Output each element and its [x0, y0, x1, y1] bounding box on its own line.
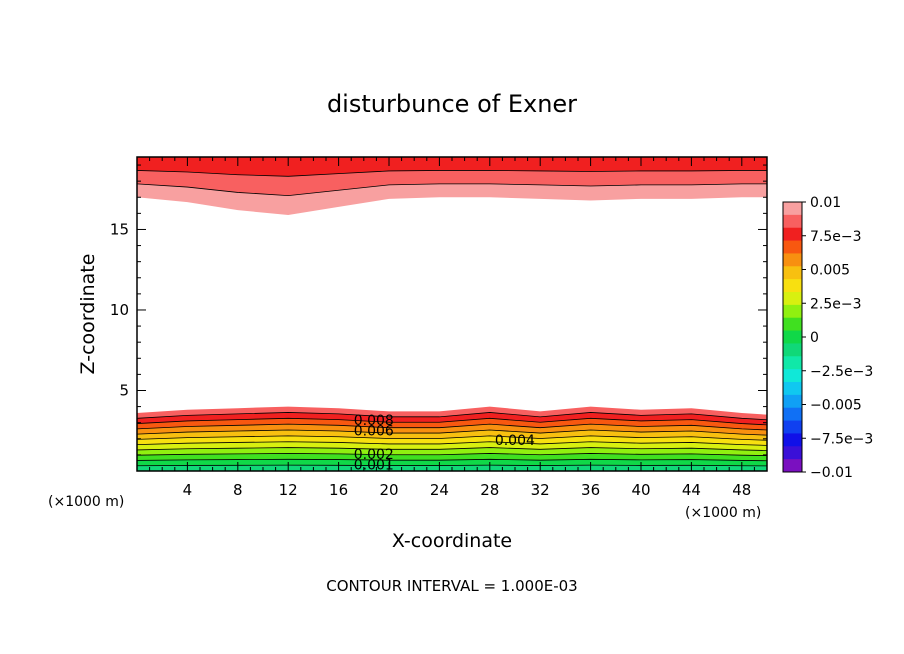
colorbar-segment — [783, 394, 802, 409]
x-tick-label: 8 — [233, 481, 243, 499]
colorbar-segment — [783, 304, 802, 319]
colorbar-segment — [783, 253, 802, 267]
bottom-band — [137, 441, 767, 451]
colorbar-segment — [783, 279, 802, 293]
colorbar-tick-label: 0.01 — [810, 195, 841, 211]
bottom-band — [137, 453, 767, 461]
x-axis-ticks: 4 8 12 16 20 24 28 32 36 40 44 48 — [149, 157, 755, 499]
colorbar-tick-label: −7.5e−3 — [810, 431, 873, 447]
top-band — [137, 157, 767, 177]
bottom-contour-line — [136, 464, 768, 467]
y-tick-label: 5 — [119, 381, 129, 399]
colorbar-segment — [783, 214, 802, 229]
bottom-contour-line — [136, 429, 768, 436]
colorbar-segment — [783, 407, 802, 422]
bottom-contour-line — [136, 458, 768, 462]
x-tick-label: 4 — [183, 481, 193, 499]
colorbar-segment — [783, 292, 802, 306]
chart-title: disturbunce of Exner — [327, 90, 577, 118]
contour-label: 0.006 — [354, 424, 394, 440]
colorbar-segment — [783, 420, 802, 434]
x-tick-label: 32 — [531, 481, 550, 499]
contour-label: 0.004 — [495, 433, 535, 449]
colorbar-segment — [783, 266, 802, 280]
colorbar-segment — [783, 433, 802, 447]
colorbar-tick-label: 0 — [810, 330, 819, 346]
bottom-contour-line — [136, 417, 768, 426]
x-tick-label: 24 — [430, 481, 449, 499]
y-tick-label: 15 — [110, 220, 129, 238]
x-tick-label: 36 — [581, 481, 600, 499]
colorbar-segment — [783, 382, 802, 396]
bottom-contour-line — [136, 412, 768, 421]
colorbar-tick-label: −0.005 — [810, 398, 862, 414]
bottom-band — [137, 435, 767, 446]
colorbar-tick-label: 7.5e−3 — [810, 229, 862, 245]
x-tick-label: 40 — [631, 481, 650, 499]
top-contour-line — [136, 170, 767, 177]
x-tick-label: 28 — [480, 481, 499, 499]
x-tick-label: 12 — [279, 481, 298, 499]
bottom-band — [137, 424, 767, 436]
x-axis-label: X-coordinate — [392, 530, 512, 552]
contour-label: 0.008 — [354, 413, 394, 429]
bottom-contour-line — [136, 447, 768, 451]
y-axis-label: Z-coordinate — [77, 254, 99, 375]
contour-interval-footer: CONTOUR INTERVAL = 1.000E-03 — [326, 577, 577, 595]
bottom-band — [137, 418, 767, 431]
colorbar-segment — [783, 459, 802, 473]
colorbar-tick-label: 2.5e−3 — [810, 296, 862, 312]
x-tick-label: 16 — [329, 481, 348, 499]
colorbar-segment — [783, 446, 802, 460]
colorbar — [782, 201, 803, 473]
top-band — [137, 170, 767, 196]
colorbar-segment — [783, 330, 802, 344]
contour-label: 0.002 — [354, 447, 394, 463]
bottom-contour-line — [136, 435, 768, 441]
colorbar-segment — [783, 356, 802, 370]
colorbar-tick-label: −0.01 — [810, 465, 853, 481]
top-contour-line — [136, 183, 767, 197]
top-band — [137, 183, 767, 215]
colorbar-segment — [783, 202, 802, 216]
x-unit-left: (×1000 m) — [48, 494, 124, 510]
y-tick-label: 10 — [110, 301, 129, 319]
x-tick-label: 20 — [379, 481, 398, 499]
bottom-band — [137, 430, 767, 441]
x-tick-label: 48 — [732, 481, 751, 499]
x-tick-label: 44 — [682, 481, 701, 499]
y-axis-ticks: 5 10 15 — [110, 164, 767, 456]
bottom-contour-line — [136, 423, 768, 431]
bottom-contour-line — [136, 441, 768, 446]
bottom-band — [137, 459, 767, 466]
colorbar-segment — [783, 240, 802, 254]
colorbar-segment — [783, 369, 802, 383]
bottom-band — [137, 406, 767, 420]
colorbar-segment — [783, 227, 802, 242]
x-unit-right: (×1000 m) — [685, 505, 761, 521]
colorbar-segment — [783, 343, 802, 357]
colorbar-tick-label: 0.005 — [810, 263, 850, 279]
colorbar-segment — [783, 317, 802, 332]
bottom-contour-line — [136, 453, 768, 457]
contour-lines — [136, 170, 768, 467]
bottom-band — [137, 412, 767, 425]
colorbar-tick-label: −2.5e−3 — [810, 364, 873, 380]
contour-fill — [137, 157, 767, 471]
colorbar-labels: 0.01 7.5e−3 0.005 2.5e−3 0 −2.5e−3 −0.005 −7.5e… — [802, 195, 873, 481]
